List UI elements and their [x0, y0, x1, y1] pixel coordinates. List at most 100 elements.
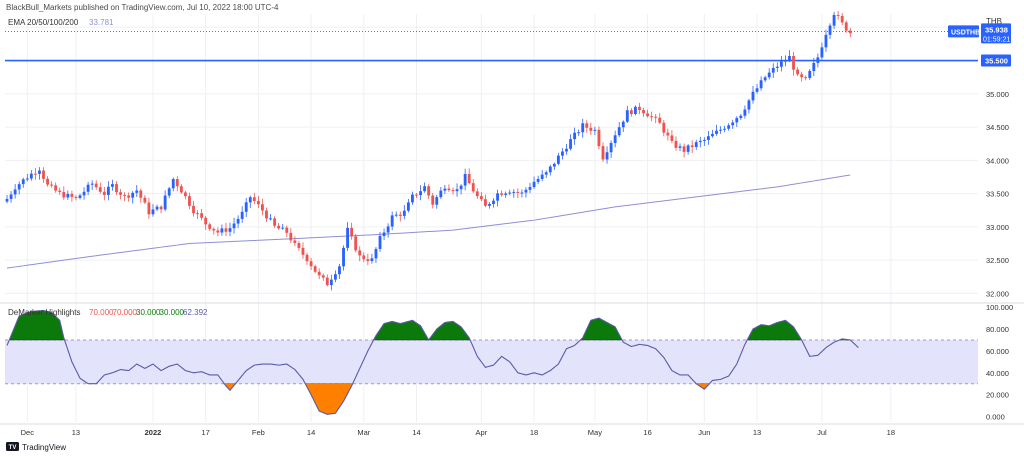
- candle-body-183: [747, 100, 751, 110]
- candle-53: [220, 224, 224, 236]
- candle-body-126: [516, 191, 520, 193]
- candle-body-154: [629, 110, 633, 114]
- candle-body-119: [488, 203, 491, 206]
- candle-13: [58, 187, 62, 195]
- candle-body-14: [62, 191, 66, 198]
- price-tag-countdown: 01:59:21: [983, 36, 1010, 43]
- time-tick-0: Dec: [21, 428, 35, 437]
- candle-58: [240, 206, 244, 223]
- candle-43: [179, 184, 183, 194]
- candle-79: [325, 274, 329, 287]
- candle-body-121: [496, 193, 500, 201]
- candle-body-116: [475, 191, 479, 197]
- candle-body-159: [650, 116, 654, 118]
- candle-46: [192, 201, 195, 217]
- candle-65: [269, 213, 272, 221]
- candle-body-115: [471, 183, 475, 192]
- candle-142: [581, 118, 585, 138]
- candle-116: [475, 188, 479, 199]
- time-tick-8: Apr: [476, 428, 488, 437]
- candle-121: [496, 189, 500, 207]
- candle-2: [13, 184, 17, 199]
- candle-103: [423, 182, 427, 193]
- demarker-tick-3: 40.000: [986, 369, 1009, 378]
- candle-127: [520, 189, 524, 198]
- candle-body-103: [423, 186, 427, 192]
- candle-body-166: [678, 146, 682, 148]
- candle-201: [820, 42, 824, 60]
- candle-body-134: [548, 166, 552, 173]
- candle-body-191: [779, 61, 783, 67]
- candle-134: [548, 164, 552, 176]
- candle-body-45: [188, 196, 191, 206]
- candle-52: [216, 227, 220, 237]
- demarker-tick-4: 20.000: [986, 391, 1009, 400]
- candle-73: [301, 242, 305, 259]
- candle-body-189: [771, 67, 775, 73]
- candle-body-153: [625, 110, 629, 122]
- demarker-title: DeMarker Highlights: [8, 308, 80, 317]
- candle-162: [662, 119, 666, 137]
- candle-body-177: [723, 128, 727, 130]
- level-line-tag[interactable]: [981, 54, 1011, 67]
- candle-body-19: [82, 191, 86, 196]
- candle-90: [370, 253, 374, 264]
- candle-91: [374, 246, 378, 263]
- candle-body-90: [370, 258, 374, 262]
- candle-145: [593, 126, 597, 136]
- candle-body-8: [38, 170, 41, 174]
- candle-48: [200, 208, 204, 221]
- candle-181: [739, 114, 743, 121]
- candle-body-168: [686, 145, 690, 152]
- candle-98: [402, 205, 406, 220]
- candle-body-83: [342, 247, 345, 267]
- candle-161: [658, 113, 662, 125]
- candle-body-15: [66, 193, 70, 198]
- tradingview-logo-icon: [6, 442, 19, 451]
- candle-body-84: [346, 227, 349, 248]
- candle-208: [848, 27, 852, 38]
- candle-132: [540, 170, 544, 182]
- candle-47: [196, 210, 199, 219]
- candle-179: [731, 119, 735, 129]
- candle-body-48: [200, 213, 204, 218]
- candle-157: [642, 107, 645, 117]
- candle-172: [702, 137, 706, 146]
- candle-5: [25, 174, 29, 182]
- candle-body-161: [658, 117, 662, 123]
- candle-body-3: [17, 184, 21, 190]
- candle-body-205: [836, 14, 840, 16]
- candle-body-72: [297, 243, 301, 248]
- demarker-tick-1: 80.000: [986, 325, 1009, 334]
- candle-body-10: [46, 178, 49, 185]
- candle-body-55: [228, 228, 232, 232]
- candle-body-178: [727, 125, 731, 129]
- candle-176: [719, 126, 722, 134]
- candle-body-186: [759, 80, 763, 89]
- candle-body-54: [224, 228, 228, 232]
- candle-body-155: [634, 106, 637, 114]
- candle-body-122: [500, 193, 504, 195]
- candle-body-66: [273, 218, 277, 226]
- candle-body-1: [9, 194, 13, 199]
- candle-body-92: [378, 236, 382, 249]
- candle-body-29: [123, 194, 127, 196]
- candle-body-64: [265, 210, 268, 219]
- candle-20: [86, 181, 90, 196]
- candle-207: [844, 20, 848, 33]
- candle-body-25: [106, 186, 110, 195]
- candle-body-88: [362, 255, 366, 260]
- time-axis: Dec 13 2022 17 Feb 14 Mar 14 Apr 18 May 16 Jun 13 Jul 1…: [21, 428, 895, 437]
- candle-body-41: [171, 179, 175, 189]
- candle-body-117: [479, 196, 483, 200]
- candle-117: [479, 192, 483, 202]
- candle-82: [338, 263, 341, 279]
- candle-94: [386, 223, 390, 238]
- price-tick-0: 35.000: [986, 90, 1009, 99]
- candle-15: [66, 190, 70, 200]
- candle-body-131: [536, 178, 540, 182]
- candle-96: [394, 211, 398, 218]
- candle-body-18: [78, 195, 82, 198]
- candle-21: [90, 180, 94, 190]
- candle-137: [561, 148, 564, 160]
